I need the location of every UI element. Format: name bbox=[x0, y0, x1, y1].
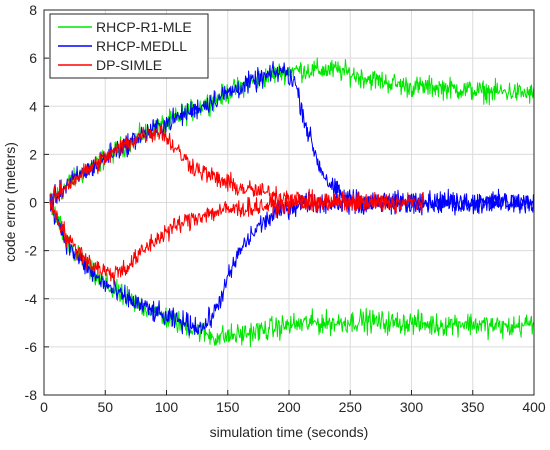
x-tick-label: 350 bbox=[461, 399, 485, 415]
x-tick-label: 100 bbox=[155, 399, 179, 415]
x-tick-label: 400 bbox=[522, 399, 546, 415]
axis-ticks: 0 50 100 150 200 250 300 350 400 -8 -6 -4 -2 0 2 4 6 8 bbox=[25, 2, 546, 415]
y-tick-label: 8 bbox=[29, 2, 37, 18]
x-tick-label: 250 bbox=[339, 399, 363, 415]
series-lines bbox=[49, 57, 535, 348]
series-line-dp-simle-trace-2 bbox=[49, 190, 425, 285]
y-tick-label: -6 bbox=[25, 339, 38, 355]
x-tick-label: 0 bbox=[40, 399, 48, 415]
y-tick-label: -8 bbox=[25, 387, 38, 403]
y-tick-label: -4 bbox=[25, 291, 38, 307]
y-axis-label: code error (meters) bbox=[2, 142, 18, 262]
x-tick-label: 150 bbox=[216, 399, 240, 415]
x-tick-label: 50 bbox=[97, 399, 113, 415]
y-tick-label: 6 bbox=[29, 50, 37, 66]
x-axis-label: simulation time (seconds) bbox=[210, 424, 369, 440]
y-tick-label: 4 bbox=[29, 98, 37, 114]
legend-label-rhcp-r1-mle: RHCP-R1-MLE bbox=[96, 19, 192, 35]
y-tick-label: -2 bbox=[25, 243, 38, 259]
y-tick-label: 2 bbox=[29, 146, 37, 162]
legend: RHCP-R1-MLE RHCP-MEDLL DP-SIMLE bbox=[49, 13, 209, 79]
x-tick-label: 200 bbox=[277, 399, 301, 415]
y-tick-label: 0 bbox=[29, 195, 37, 211]
series-line-rhcp-r1-mle-trace-1 bbox=[49, 57, 535, 203]
series-line-rhcp-medll-trace-2 bbox=[49, 189, 535, 336]
legend-label-dp-simle: DP-SIMLE bbox=[96, 57, 162, 73]
legend-label-rhcp-medll: RHCP-MEDLL bbox=[96, 38, 187, 54]
x-tick-label: 300 bbox=[400, 399, 424, 415]
